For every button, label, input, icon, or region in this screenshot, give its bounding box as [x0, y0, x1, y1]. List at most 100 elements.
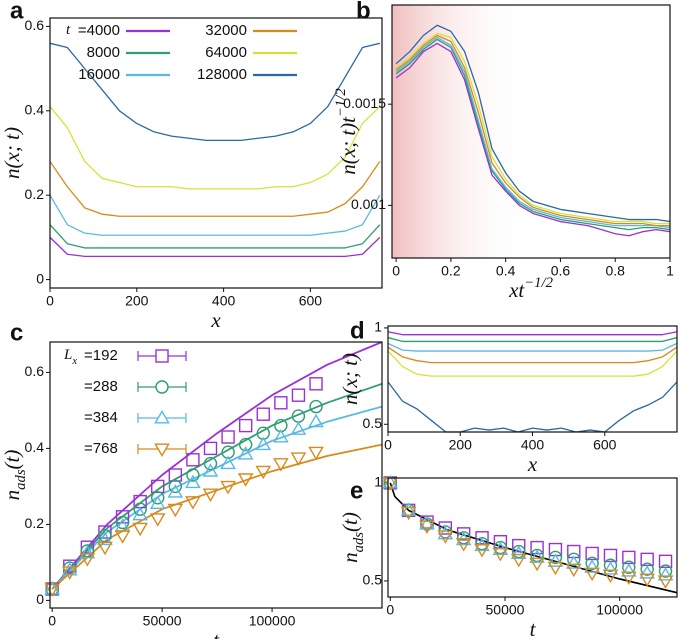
marker [238, 418, 253, 433]
legend-label: 64000 [205, 44, 247, 61]
legend-label: =384 [84, 409, 118, 426]
data-line [49, 106, 381, 190]
marker [186, 468, 200, 482]
marker [640, 562, 654, 576]
marker [149, 513, 166, 527]
x-tick-label: 1 [666, 263, 674, 279]
marker [438, 521, 453, 535]
label-part: xt [508, 278, 525, 302]
legend-label: =768 [84, 440, 118, 457]
marker [547, 561, 564, 576]
y-axis-label: nads(t) [338, 512, 368, 563]
label-part: t [66, 22, 71, 38]
y-tick-label: 0 [36, 270, 44, 286]
marker [168, 479, 183, 494]
legend-label: =4000 [78, 22, 120, 39]
marker [639, 573, 655, 587]
x-tick-label: 0.8 [605, 263, 625, 279]
marker [585, 556, 599, 570]
marker [437, 525, 454, 540]
marker [437, 530, 454, 544]
legend-marker [154, 443, 170, 457]
marker [492, 547, 509, 562]
marker [255, 465, 272, 480]
x-axis-label: t [530, 617, 537, 639]
marker [639, 565, 655, 579]
legend-marker [155, 380, 169, 394]
label-part: n(x; t)t [336, 116, 360, 175]
y-tick-label: 0.0015 [343, 95, 386, 111]
x-tick-label: 0.2 [441, 263, 461, 279]
data-line [49, 194, 381, 236]
label-part: (t) [0, 450, 24, 470]
marker [132, 522, 148, 537]
x-axis-label: t [213, 628, 220, 639]
panel-letter: d [350, 317, 365, 344]
label-part: −1/2 [524, 275, 553, 291]
highlight-region [392, 5, 532, 258]
data-line [395, 38, 671, 231]
marker [510, 553, 527, 568]
x-tick-label: 0 [392, 263, 400, 279]
plot-frame [387, 477, 678, 598]
marker [510, 545, 527, 559]
marker [621, 563, 637, 577]
marker [133, 502, 147, 516]
marker [657, 575, 674, 589]
marker [455, 538, 472, 552]
x-tick-label: 400 [521, 437, 545, 453]
x-tick-label: 50000 [486, 602, 525, 618]
panel-letter: a [10, 0, 24, 24]
marker [256, 407, 270, 421]
marker [237, 473, 254, 487]
data-line [395, 24, 671, 223]
marker [548, 550, 563, 565]
data-line [387, 381, 678, 433]
panel-letter: b [356, 0, 371, 24]
data-line [49, 161, 381, 217]
marker [274, 396, 288, 410]
marker [167, 503, 184, 518]
marker [273, 429, 289, 443]
marker [132, 506, 148, 521]
marker [475, 531, 489, 545]
marker [290, 452, 307, 466]
marker [309, 399, 323, 414]
marker [602, 569, 619, 584]
marker [203, 456, 218, 471]
marker [530, 540, 544, 555]
legend-marker [154, 410, 170, 424]
legend-label: 8000 [87, 44, 120, 61]
marker [44, 581, 61, 595]
marker [512, 538, 526, 553]
marker [79, 544, 96, 559]
marker [115, 510, 130, 524]
y-tick-label: 1 [374, 474, 382, 490]
legend-label: =288 [84, 378, 118, 395]
y-tick-label: 0.4 [25, 102, 45, 118]
label-part: ads [351, 532, 367, 553]
data-line [51, 405, 383, 590]
data-line [387, 331, 678, 336]
y-axis-label: n(x; t)t−1/2 [333, 88, 359, 175]
y-tick-label: 0 [36, 591, 44, 607]
marker [61, 562, 78, 576]
marker [657, 567, 674, 581]
label-part: x [210, 308, 221, 332]
x-tick-label: 0 [48, 613, 56, 629]
label-part: ads [13, 469, 29, 490]
marker [603, 558, 618, 572]
marker [622, 560, 636, 574]
data-line [51, 341, 383, 590]
legend-label: 128000 [197, 66, 247, 83]
marker [202, 488, 219, 502]
plot-frame [49, 341, 383, 609]
marker [567, 552, 581, 567]
x-tick-label: 600 [299, 293, 323, 309]
marker [419, 516, 435, 530]
marker [529, 557, 545, 572]
plot-frame [391, 4, 671, 259]
y-tick-label: 0.5 [363, 572, 383, 588]
x-tick-label: 100000 [596, 602, 643, 618]
marker [114, 530, 131, 544]
